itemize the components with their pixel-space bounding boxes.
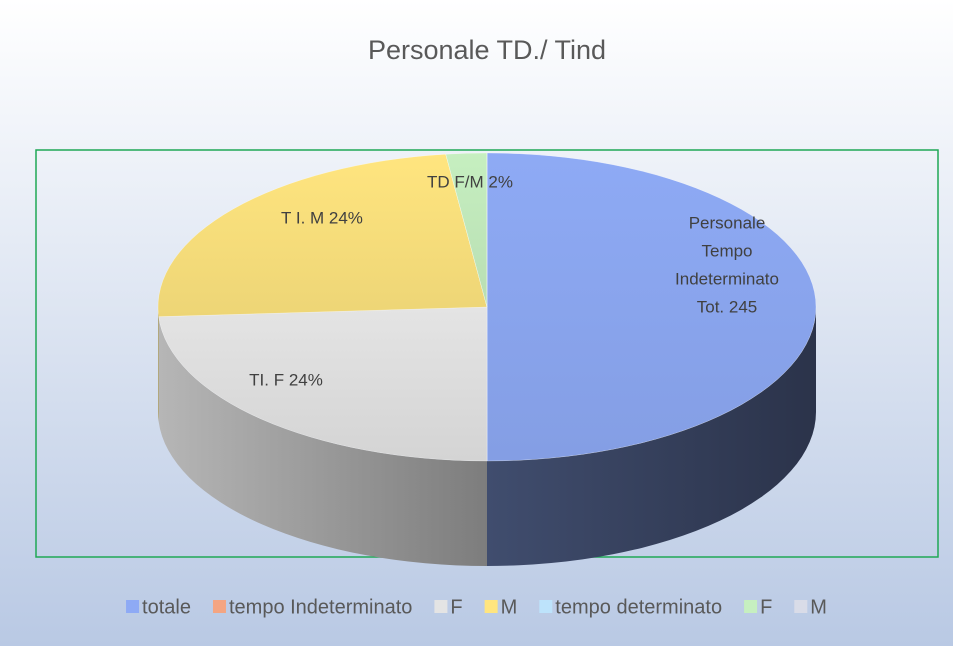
legend-label: tempo Indeterminato bbox=[229, 596, 412, 618]
legend-label: tempo determinato bbox=[555, 596, 722, 618]
legend-swatch bbox=[539, 600, 553, 613]
slice bbox=[157, 153, 488, 317]
legend-label: totale bbox=[142, 596, 191, 618]
data-label: Indeterminato bbox=[675, 269, 779, 288]
legend-swatch bbox=[212, 600, 226, 613]
slice-side bbox=[487, 307, 816, 566]
slice-side bbox=[158, 307, 159, 422]
data-label: Tot. 245 bbox=[697, 297, 758, 316]
legend-label: M bbox=[501, 596, 518, 618]
legend-label: F bbox=[760, 596, 772, 618]
slice bbox=[486, 152, 817, 462]
legend-swatch bbox=[484, 600, 498, 613]
data-label: T I. M 24% bbox=[281, 208, 363, 227]
data-label: Personale bbox=[689, 213, 766, 232]
legend-swatch bbox=[794, 600, 808, 613]
pie bbox=[157, 152, 817, 566]
chart-title: Personale TD./ Tind bbox=[368, 35, 606, 65]
data-label: TD F/M 2% bbox=[427, 172, 513, 191]
legend-label: F bbox=[450, 596, 462, 618]
legend-label: M bbox=[810, 596, 827, 618]
legend-swatch bbox=[126, 600, 140, 613]
slice-side bbox=[158, 316, 487, 566]
data-label: Tempo bbox=[701, 241, 752, 260]
slice bbox=[158, 306, 488, 462]
legend-swatch bbox=[434, 600, 448, 613]
legend-swatch bbox=[744, 600, 758, 613]
data-label: TI. F 24% bbox=[249, 370, 323, 389]
